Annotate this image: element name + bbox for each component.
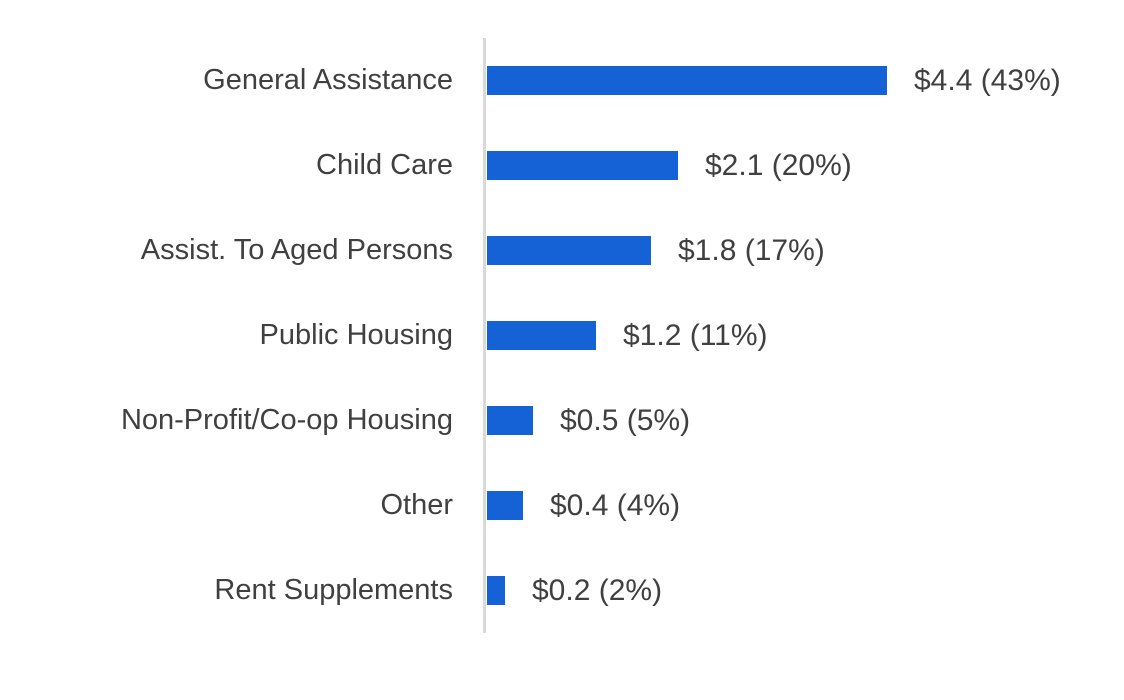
value-label: $1.2 (11%) bbox=[623, 318, 768, 352]
bar-row: Child Care $2.1 (20%) bbox=[0, 123, 1124, 208]
bar-row: Public Housing $1.2 (11%) bbox=[0, 293, 1124, 378]
category-label: Non-Profit/Co-op Housing bbox=[120, 404, 453, 436]
bar-area: $0.2 (2%) bbox=[487, 548, 662, 633]
axis-baseline bbox=[483, 38, 486, 633]
bar bbox=[487, 66, 887, 95]
bar-row: Rent Supplements $0.2 (2%) bbox=[0, 548, 1124, 633]
bar-row: Assist. To Aged Persons $1.8 (17%) bbox=[0, 208, 1124, 293]
bar-area: $1.2 (11%) bbox=[487, 293, 768, 378]
bar-area: $0.4 (4%) bbox=[487, 463, 680, 548]
bar bbox=[487, 151, 678, 180]
bar-rows: General Assistance $4.4 (43%) Child Care $2… bbox=[0, 38, 1124, 633]
value-label: $0.5 (5%) bbox=[560, 403, 691, 437]
value-label: $1.8 (17%) bbox=[678, 233, 825, 267]
category-label: Rent Supplements bbox=[214, 574, 453, 606]
value-label: $0.4 (4%) bbox=[550, 488, 681, 522]
category-label: Public Housing bbox=[259, 319, 453, 351]
value-label: $2.1 (20%) bbox=[705, 148, 852, 182]
bar bbox=[487, 491, 523, 520]
value-label: $0.2 (2%) bbox=[532, 573, 663, 607]
bar bbox=[487, 236, 651, 265]
bar-area: $1.8 (17%) bbox=[487, 208, 825, 293]
category-label: General Assistance bbox=[203, 64, 453, 96]
bar-row: Other $0.4 (4%) bbox=[0, 463, 1124, 548]
bar bbox=[487, 576, 505, 605]
bar-area: $0.5 (5%) bbox=[487, 378, 690, 463]
bar-area: $2.1 (20%) bbox=[487, 123, 852, 208]
bar-row: Non-Profit/Co-op Housing $0.5 (5%) bbox=[0, 378, 1124, 463]
bar-row: General Assistance $4.4 (43%) bbox=[0, 38, 1124, 123]
category-label: Other bbox=[380, 489, 453, 521]
category-label: Assist. To Aged Persons bbox=[140, 234, 453, 266]
bar bbox=[487, 321, 596, 350]
bar-area: $4.4 (43%) bbox=[487, 38, 1061, 123]
bar bbox=[487, 406, 533, 435]
value-label: $4.4 (43%) bbox=[914, 63, 1061, 97]
category-label: Child Care bbox=[316, 149, 453, 181]
